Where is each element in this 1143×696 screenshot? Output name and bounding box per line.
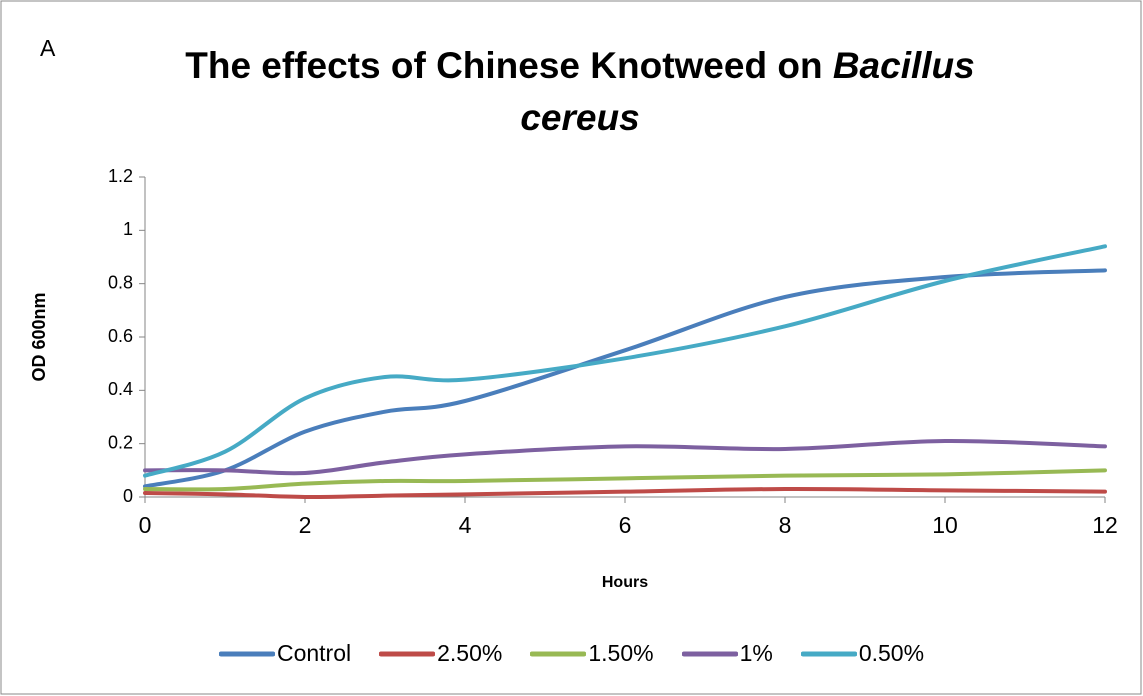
x-axis-label: Hours bbox=[602, 574, 648, 591]
x-tick-label: 12 bbox=[1092, 512, 1118, 538]
x-tick-label: 6 bbox=[619, 512, 632, 538]
y-axis-label: OD 600nm bbox=[29, 292, 49, 381]
y-tick-label: 0.6 bbox=[108, 326, 133, 346]
panel-label: A bbox=[40, 35, 56, 61]
series-line bbox=[143, 468, 1107, 492]
y-tick-label: 0.2 bbox=[108, 432, 133, 452]
x-tick-label: 8 bbox=[779, 512, 792, 538]
y-tick-label: 0.8 bbox=[108, 272, 133, 292]
legend-entry: 1.50% bbox=[530, 640, 654, 667]
legend-label: Control bbox=[276, 640, 352, 666]
legend-label: 1% bbox=[739, 640, 773, 666]
title-species: Bacillus cereus bbox=[520, 45, 975, 138]
series-line bbox=[143, 486, 1107, 500]
series-line bbox=[143, 268, 1107, 489]
legend-swatch bbox=[800, 651, 857, 656]
x-tick-label: 2 bbox=[299, 512, 312, 538]
x-tick-label: 10 bbox=[932, 512, 958, 538]
legend-swatch bbox=[379, 651, 436, 656]
x-tick-label: 4 bbox=[459, 512, 472, 538]
y-tick-label: 0 bbox=[123, 486, 133, 506]
legend-entry: 0.50% bbox=[800, 640, 925, 667]
y-tick-label: 1 bbox=[123, 219, 133, 239]
title-text: The effects of Chinese Knotweed on bbox=[185, 45, 823, 86]
legend-swatch bbox=[530, 651, 587, 656]
legend-label: 1.50% bbox=[588, 640, 654, 666]
series-line bbox=[143, 244, 1107, 478]
chart-title: The effects of Chinese Knotweed on Bacil… bbox=[135, 40, 1025, 144]
legend-entry: 2.50% bbox=[379, 640, 502, 667]
legend-swatch bbox=[218, 651, 275, 656]
series-line bbox=[143, 438, 1107, 476]
legend-label: 2.50% bbox=[437, 640, 503, 666]
y-tick-label: 1.2 bbox=[108, 166, 133, 186]
legend-entry: 1% bbox=[681, 640, 773, 667]
y-tick-label: 0.4 bbox=[108, 379, 133, 399]
x-tick-label: 0 bbox=[139, 512, 152, 538]
legend-label: 0.50% bbox=[858, 640, 925, 666]
legend: Control 2.50% 1.50% 1% 0.50% bbox=[0, 640, 1143, 667]
legend-swatch bbox=[681, 651, 738, 656]
legend-entry: Control bbox=[218, 640, 352, 667]
